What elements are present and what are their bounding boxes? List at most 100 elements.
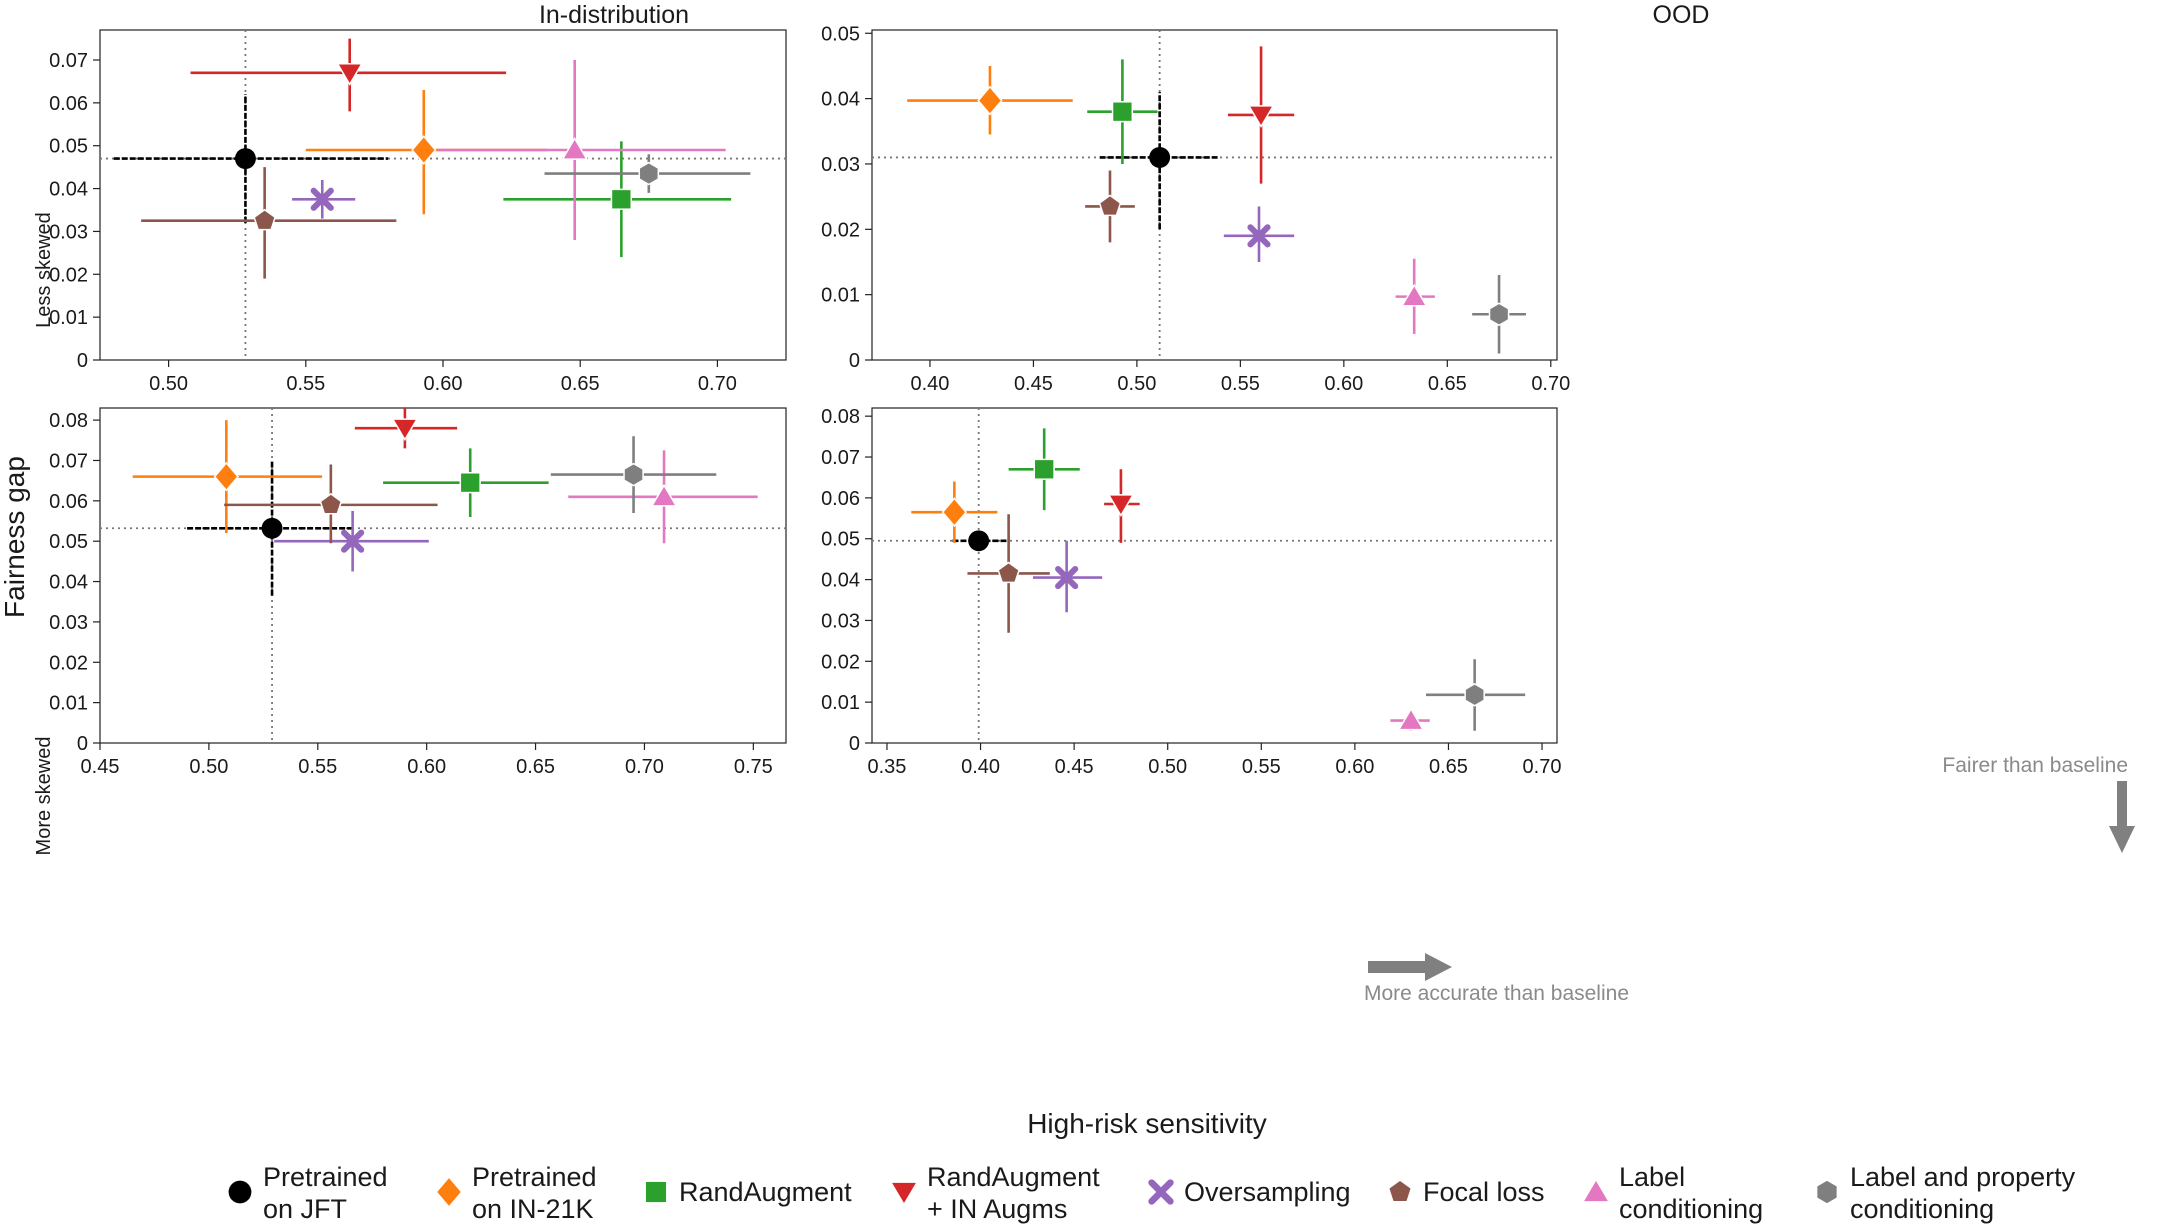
- x-tick-label: 0.60: [407, 756, 446, 778]
- x-tick-label: 0.55: [1221, 373, 1260, 395]
- x-tick-label: 0.60: [424, 373, 463, 395]
- point-label-and-property-conditioning: [1472, 275, 1526, 354]
- point-randaugment-in-augms: [1227, 46, 1295, 184]
- point-randaugment: [383, 448, 549, 517]
- point-focal-loss: [224, 464, 438, 544]
- marker-triangle-up-icon: [1397, 707, 1425, 731]
- marker-triangle-down-icon: [1247, 105, 1275, 128]
- y-tick-label: 0.04: [49, 572, 88, 594]
- marker-pentagon-icon: [253, 208, 276, 231]
- marker-triangle-down-icon: [336, 63, 364, 86]
- marker-diamond-icon: [213, 461, 239, 492]
- col-title-in-distribution: In-distribution: [539, 1, 689, 29]
- point-randaugment: [1008, 428, 1080, 511]
- legend-label: Label and property conditioning: [1850, 1162, 2076, 1224]
- point-label-and-property-conditioning: [544, 154, 751, 193]
- x-tick-label: 0.70: [698, 373, 737, 395]
- legend-marker-x-icon: [1148, 1179, 1174, 1205]
- point-randaugment-in-augms: [190, 38, 507, 112]
- x-tick-label: 0.40: [961, 756, 1000, 778]
- marker-diamond-icon: [411, 135, 437, 165]
- panel-3: 0.45 0.50 0.55 0.60 0.65 0.70 0.75 0 0.01 0.02 0.0…: [49, 407, 787, 778]
- y-tick-label: 0: [77, 733, 88, 755]
- col-title-ood: OOD: [1653, 1, 1710, 29]
- legend-item-label-conditioning: Label conditioning: [1581, 1162, 1763, 1224]
- marker-triangle-up-icon: [561, 137, 589, 160]
- y-tick-label: 0.08: [49, 410, 88, 432]
- y-tick-label: 0.01: [49, 307, 88, 329]
- panel-4: 0.35 0.40 0.45 0.50 0.55 0.60 0.65 0.70 0 0.01 0.0…: [821, 406, 1561, 778]
- y-tick-label: 0.07: [821, 447, 860, 469]
- panel-2: 0.40 0.45 0.50 0.55 0.60 0.65 0.70 0 0.01 0.02 0.0…: [821, 23, 1570, 395]
- marker-square-icon: [459, 472, 481, 494]
- legend-label: Pretrained on IN-21K: [472, 1162, 597, 1224]
- legend-item-focal-loss: Focal loss: [1387, 1177, 1545, 1207]
- legend-item-pretrained-on-in-21k: Pretrained on IN-21K: [435, 1162, 597, 1224]
- row-label-less-skewed: Less skewed: [33, 212, 55, 328]
- x-tick-label: 0.65: [1429, 756, 1468, 778]
- y-tick-label: 0.08: [821, 406, 860, 428]
- x-tick-label: 0.55: [1242, 756, 1281, 778]
- marker-x-icon: [341, 529, 365, 553]
- point-pretrained-on-in-21k: [911, 481, 998, 543]
- x-axis-label: High-risk sensitivity: [1027, 1108, 1267, 1139]
- point-pretrained-on-jft: [113, 94, 389, 223]
- y-tick-label: 0: [849, 733, 860, 755]
- marker-hexagon-icon: [1464, 682, 1485, 707]
- legend-label: RandAugment + IN Augms: [927, 1162, 1100, 1224]
- point-pretrained-on-jft: [187, 460, 355, 596]
- point-focal-loss: [141, 167, 397, 279]
- point-oversampling: [1032, 540, 1103, 613]
- marker-circle-icon: [968, 530, 990, 552]
- row-label-more-skewed: More skewed: [33, 737, 55, 856]
- y-tick-label: 0.07: [49, 50, 88, 72]
- axes-frame: [871, 407, 1558, 744]
- point-focal-loss: [1085, 170, 1135, 243]
- x-tick-label: 0.60: [1324, 373, 1363, 395]
- y-axis-label: Fairness gap: [0, 456, 30, 618]
- more-accurate-than-baseline-label: More accurate than baseline: [1364, 982, 1629, 1005]
- y-tick-label: 0.02: [821, 651, 860, 673]
- axes-frame: [871, 29, 1558, 361]
- legend-marker-triangle-down-icon: [889, 1181, 919, 1207]
- y-tick-label: 0.05: [821, 23, 860, 45]
- y-tick-label: 0.06: [821, 488, 860, 510]
- point-oversampling: [1223, 206, 1295, 262]
- marker-x-icon: [1055, 565, 1079, 590]
- panels: 0.50 0.55 0.60 0.65 0.70 0 0.01 0.02 0.03 0.04 0.0…: [49, 23, 1570, 778]
- y-tick-label: 0.03: [49, 612, 88, 634]
- x-tick-label: 0.65: [1428, 373, 1467, 395]
- x-tick-label: 0.50: [1117, 373, 1156, 395]
- x-tick-label: 0.55: [298, 756, 337, 778]
- x-tick-label: 0.70: [1531, 373, 1570, 395]
- legend-marker-triangle-up-icon: [1581, 1177, 1611, 1203]
- down-arrow-icon: [2109, 781, 2135, 853]
- point-focal-loss: [967, 514, 1050, 633]
- x-tick-label: 0.45: [81, 756, 120, 778]
- y-tick-label: 0.05: [49, 531, 88, 553]
- point-label-and-property-conditioning: [550, 436, 717, 513]
- point-pretrained-on-jft: [1099, 92, 1218, 230]
- point-randaugment-in-augms: [1104, 469, 1140, 543]
- y-tick-label: 0.02: [821, 219, 860, 241]
- legend-label: Focal loss: [1423, 1177, 1545, 1207]
- legend-item-label-and-property-conditioning: Label and property conditioning: [1815, 1162, 2076, 1224]
- x-tick-label: 0.60: [1335, 756, 1374, 778]
- x-tick-label: 0.70: [625, 756, 664, 778]
- point-label-conditioning: [1395, 258, 1435, 334]
- y-tick-label: 0.04: [821, 89, 860, 111]
- point-oversampling: [274, 510, 429, 572]
- marker-circle-icon: [261, 517, 283, 539]
- legend-label: Oversampling: [1184, 1177, 1351, 1207]
- x-tick-label: 0.35: [868, 756, 907, 778]
- point-pretrained-on-jft: [952, 530, 1009, 552]
- legend-item-randaugment: RandAugment: [644, 1177, 852, 1207]
- marker-pentagon-icon: [319, 492, 343, 515]
- y-tick-label: 0.04: [49, 179, 88, 201]
- marker-hexagon-icon: [623, 462, 644, 487]
- y-tick-label: 0.07: [49, 450, 88, 472]
- legend-label: Label conditioning: [1619, 1162, 1763, 1224]
- y-tick-label: 0.02: [49, 652, 88, 674]
- marker-x-icon: [1247, 224, 1271, 248]
